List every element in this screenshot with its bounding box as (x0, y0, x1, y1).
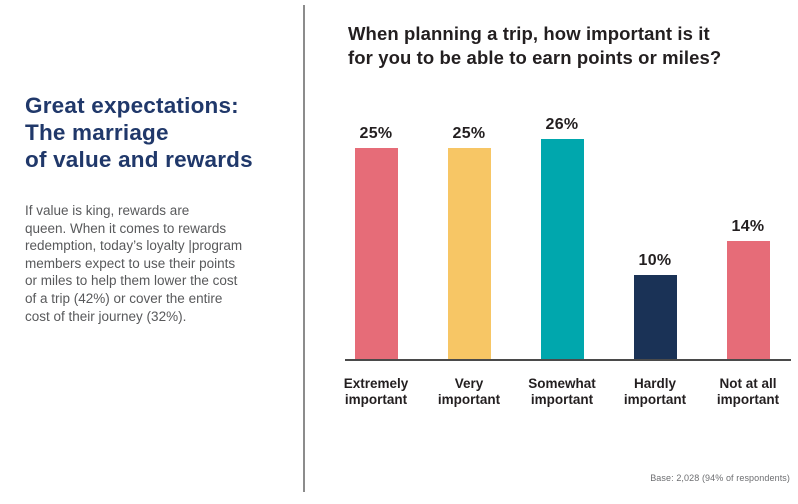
category-label-line: important (437, 392, 501, 407)
bar-value-label: 10% (638, 251, 672, 269)
bar (447, 147, 491, 359)
category-label: Very important (421, 376, 517, 408)
category-label-line: Extremely (343, 376, 409, 391)
text-line: cost of their journey (32%). (25, 308, 187, 324)
text-line: Great expectations: (25, 93, 239, 118)
text-line: of a trip (42%) or cover the entire (25, 290, 223, 306)
category-label: Somewhat important (514, 376, 610, 408)
text-line: for you to be able to earn points or mil… (348, 46, 722, 68)
category-axis-labels: Extremely important Very important Somewhat i… (344, 376, 791, 412)
bar-column: 14% (705, 218, 791, 359)
category-label: Not at all important (700, 376, 796, 408)
bar-value-label: 25% (359, 124, 393, 142)
text-line: When planning a trip, how important is i… (348, 23, 710, 44)
category-label-line: Somewhat (528, 376, 596, 391)
category-label: Extremely important (328, 376, 424, 408)
text-line: or miles to help them lower the cost (25, 273, 238, 289)
bar (354, 147, 398, 359)
text-line: members expect to use their points (25, 255, 236, 271)
category-label-line: Hardly (633, 376, 677, 391)
category-label-line: important (530, 392, 594, 407)
bar-value-label: 26% (545, 116, 579, 134)
bar-column: 25% (333, 125, 419, 359)
text-line: of value and rewards (25, 147, 253, 172)
bar-chart-plot-area: 25% 25% 26% 10% 14% (345, 100, 791, 361)
category-label-line: important (623, 392, 687, 407)
vertical-divider (303, 5, 305, 492)
text-line: If value is king, rewards are (25, 203, 190, 218)
category-label-line: important (716, 392, 780, 407)
left-text-panel: Great expectations: The marriage of value … (0, 0, 303, 504)
bar-value-label: 25% (452, 124, 486, 142)
chart-panel: When planning a trip, how important is i… (305, 0, 798, 504)
base-footnote: Base: 2,028 (94% of respondents) (650, 473, 790, 483)
bar-value-label: 14% (731, 217, 765, 235)
category-label-line: important (344, 392, 408, 407)
bar (726, 240, 770, 359)
category-label-line: Very (454, 376, 484, 391)
bar-column: 26% (519, 116, 605, 359)
text-line: redemption, today’s loyalty |program (25, 238, 243, 254)
category-label-line: Not at all (719, 376, 777, 391)
bar-column: 25% (426, 125, 512, 359)
bar (540, 139, 584, 359)
bar-column: 10% (612, 251, 698, 359)
bar (633, 274, 677, 359)
category-label: Hardly important (607, 376, 703, 408)
intro-paragraph: If value is king, rewards are queen. When… (25, 202, 300, 325)
text-line: queen. When it comes to rewards (25, 220, 227, 236)
page-title: Great expectations: The marriage of value … (25, 92, 295, 173)
chart-title: When planning a trip, how important is i… (348, 22, 778, 69)
text-line: The marriage (25, 120, 169, 145)
